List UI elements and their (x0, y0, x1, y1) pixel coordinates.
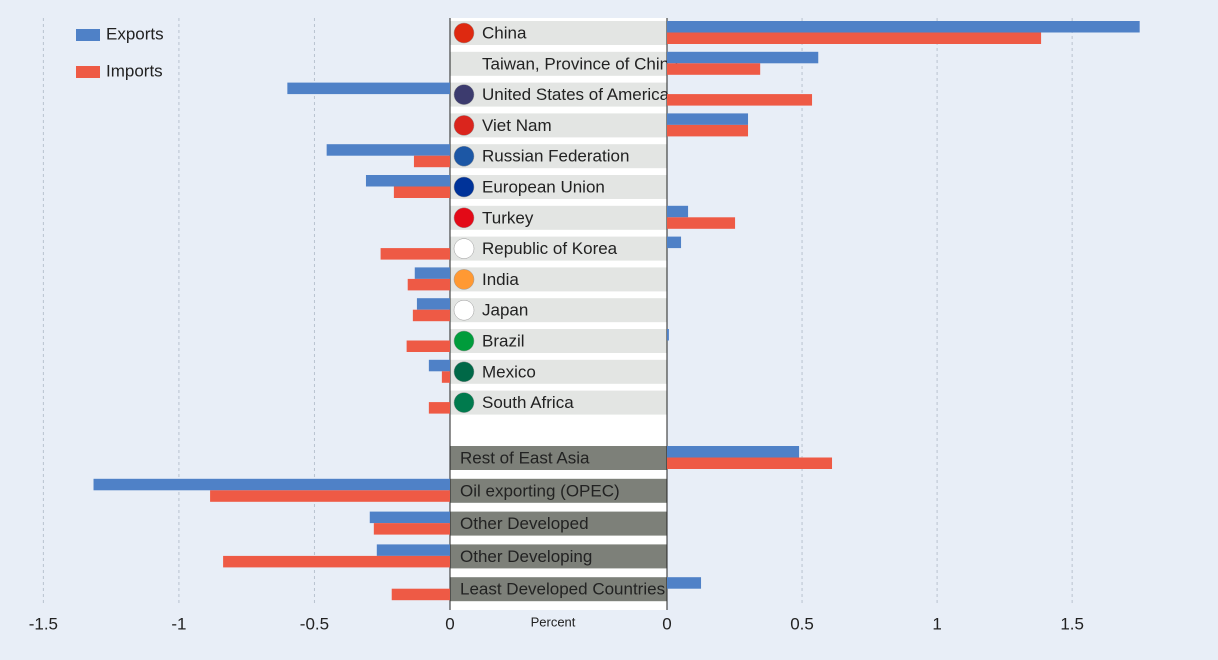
row-background (450, 51, 667, 76)
bar (406, 340, 450, 352)
x-tick-label: -1 (171, 614, 186, 633)
bar (326, 144, 450, 156)
bar (223, 555, 450, 568)
bar (667, 236, 682, 249)
bar (413, 155, 450, 168)
category-label: South Africa (482, 393, 574, 412)
row-background (450, 544, 667, 569)
x-tick-label: 0 (662, 614, 671, 633)
category-label: Rest of East Asia (460, 448, 590, 467)
row-background (450, 82, 667, 107)
bar (667, 329, 669, 341)
bar (287, 82, 450, 95)
category-label: Other Developed (460, 514, 589, 533)
bar (210, 490, 450, 502)
bar (428, 402, 450, 414)
x-tick-label: -0.5 (300, 614, 329, 633)
x-tick-label: -1.5 (29, 614, 58, 633)
flag-icon (453, 84, 475, 105)
bar (373, 523, 450, 535)
flag-icon (453, 145, 475, 167)
row-background (450, 390, 667, 415)
flag-icon (453, 330, 475, 352)
category-label: Viet Nam (482, 116, 552, 135)
row-background (450, 175, 667, 199)
row-background (450, 113, 667, 138)
category-label: China (482, 23, 527, 42)
row-background (450, 446, 667, 470)
row-background (450, 577, 667, 602)
row-background (450, 478, 667, 503)
bar (667, 457, 833, 469)
grid (42, 18, 1073, 605)
bar (667, 63, 761, 75)
flag-icon (453, 22, 475, 44)
bar (667, 51, 819, 64)
category-label: Mexico (482, 362, 536, 381)
bar (667, 205, 689, 218)
flag-icon (453, 207, 475, 229)
row-background (450, 236, 667, 261)
flag-icon (453, 238, 475, 259)
bar (667, 446, 800, 458)
bar (667, 32, 1042, 44)
bar (667, 21, 1140, 33)
category-label: Oil exporting (OPEC) (460, 481, 620, 500)
rows: China Taiwan, Province of China United Sta… (450, 21, 679, 602)
row-background (450, 359, 667, 384)
bar (667, 577, 702, 589)
category-label: Taiwan, Province of China (482, 54, 679, 73)
bar (667, 94, 813, 106)
bar (416, 298, 450, 310)
flag-icon (453, 299, 475, 321)
bar (667, 217, 736, 229)
category-label: European Union (482, 177, 605, 196)
x-tick-label: 0 (445, 614, 454, 633)
bar (407, 278, 450, 291)
bar (391, 588, 450, 601)
flag-icon (453, 392, 475, 413)
category-label: Other Developing (460, 547, 592, 566)
bar (667, 113, 749, 125)
row-background (450, 329, 667, 353)
legend-swatch (76, 66, 100, 78)
row-background (450, 21, 667, 45)
bar (369, 511, 450, 524)
bar (412, 309, 450, 322)
category-label: Least Developed Countries (460, 580, 665, 599)
bar (441, 371, 450, 383)
category-label: Republic of Korea (482, 239, 618, 258)
bar (428, 359, 450, 372)
category-label: Russian Federation (482, 147, 629, 166)
x-tick-label: 1 (932, 614, 941, 633)
row-background (450, 298, 667, 323)
x-tick-label: 0.5 (790, 614, 814, 633)
category-label: Japan (482, 301, 528, 320)
row-background (450, 267, 667, 292)
x-tick-label: 1.5 (1060, 614, 1084, 633)
bar (93, 478, 450, 491)
flag-icon (453, 269, 475, 290)
category-label: India (482, 270, 519, 289)
row-background (450, 144, 667, 169)
flag-icon (453, 176, 475, 198)
category-label: Brazil (482, 331, 525, 350)
row-background (450, 205, 667, 230)
legend-label: Exports (106, 24, 164, 43)
bar (667, 124, 749, 137)
category-label: Turkey (482, 208, 534, 227)
legend-swatch (76, 29, 100, 41)
bar (380, 248, 450, 260)
category-label: United States of America (482, 85, 670, 104)
flag-icon (453, 115, 475, 136)
flag-icon (453, 361, 475, 383)
bar (376, 544, 450, 556)
row-background (450, 511, 667, 536)
legend-label: Imports (106, 61, 163, 80)
bar (365, 175, 450, 187)
axis-label: Percent (531, 614, 576, 629)
bar (414, 267, 450, 279)
bar (393, 186, 450, 198)
